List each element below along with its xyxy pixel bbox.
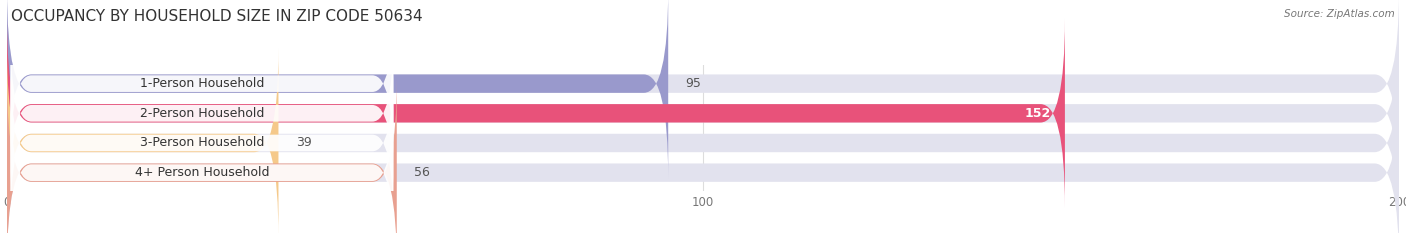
Text: 95: 95 (686, 77, 702, 90)
Text: OCCUPANCY BY HOUSEHOLD SIZE IN ZIP CODE 50634: OCCUPANCY BY HOUSEHOLD SIZE IN ZIP CODE … (11, 9, 423, 24)
FancyBboxPatch shape (7, 19, 1064, 208)
Text: Source: ZipAtlas.com: Source: ZipAtlas.com (1284, 9, 1395, 19)
Text: 4+ Person Household: 4+ Person Household (135, 166, 269, 179)
Text: 152: 152 (1025, 107, 1052, 120)
Text: 1-Person Household: 1-Person Household (139, 77, 264, 90)
FancyBboxPatch shape (10, 92, 394, 233)
Text: 56: 56 (415, 166, 430, 179)
Text: 2-Person Household: 2-Person Household (139, 107, 264, 120)
FancyBboxPatch shape (10, 62, 394, 224)
FancyBboxPatch shape (7, 0, 1399, 178)
FancyBboxPatch shape (10, 33, 394, 194)
Text: 3-Person Household: 3-Person Household (139, 137, 264, 150)
FancyBboxPatch shape (7, 0, 668, 178)
FancyBboxPatch shape (7, 78, 396, 233)
FancyBboxPatch shape (7, 48, 1399, 233)
FancyBboxPatch shape (7, 48, 278, 233)
FancyBboxPatch shape (10, 3, 394, 164)
FancyBboxPatch shape (7, 19, 1399, 208)
Text: 39: 39 (295, 137, 312, 150)
FancyBboxPatch shape (7, 78, 1399, 233)
